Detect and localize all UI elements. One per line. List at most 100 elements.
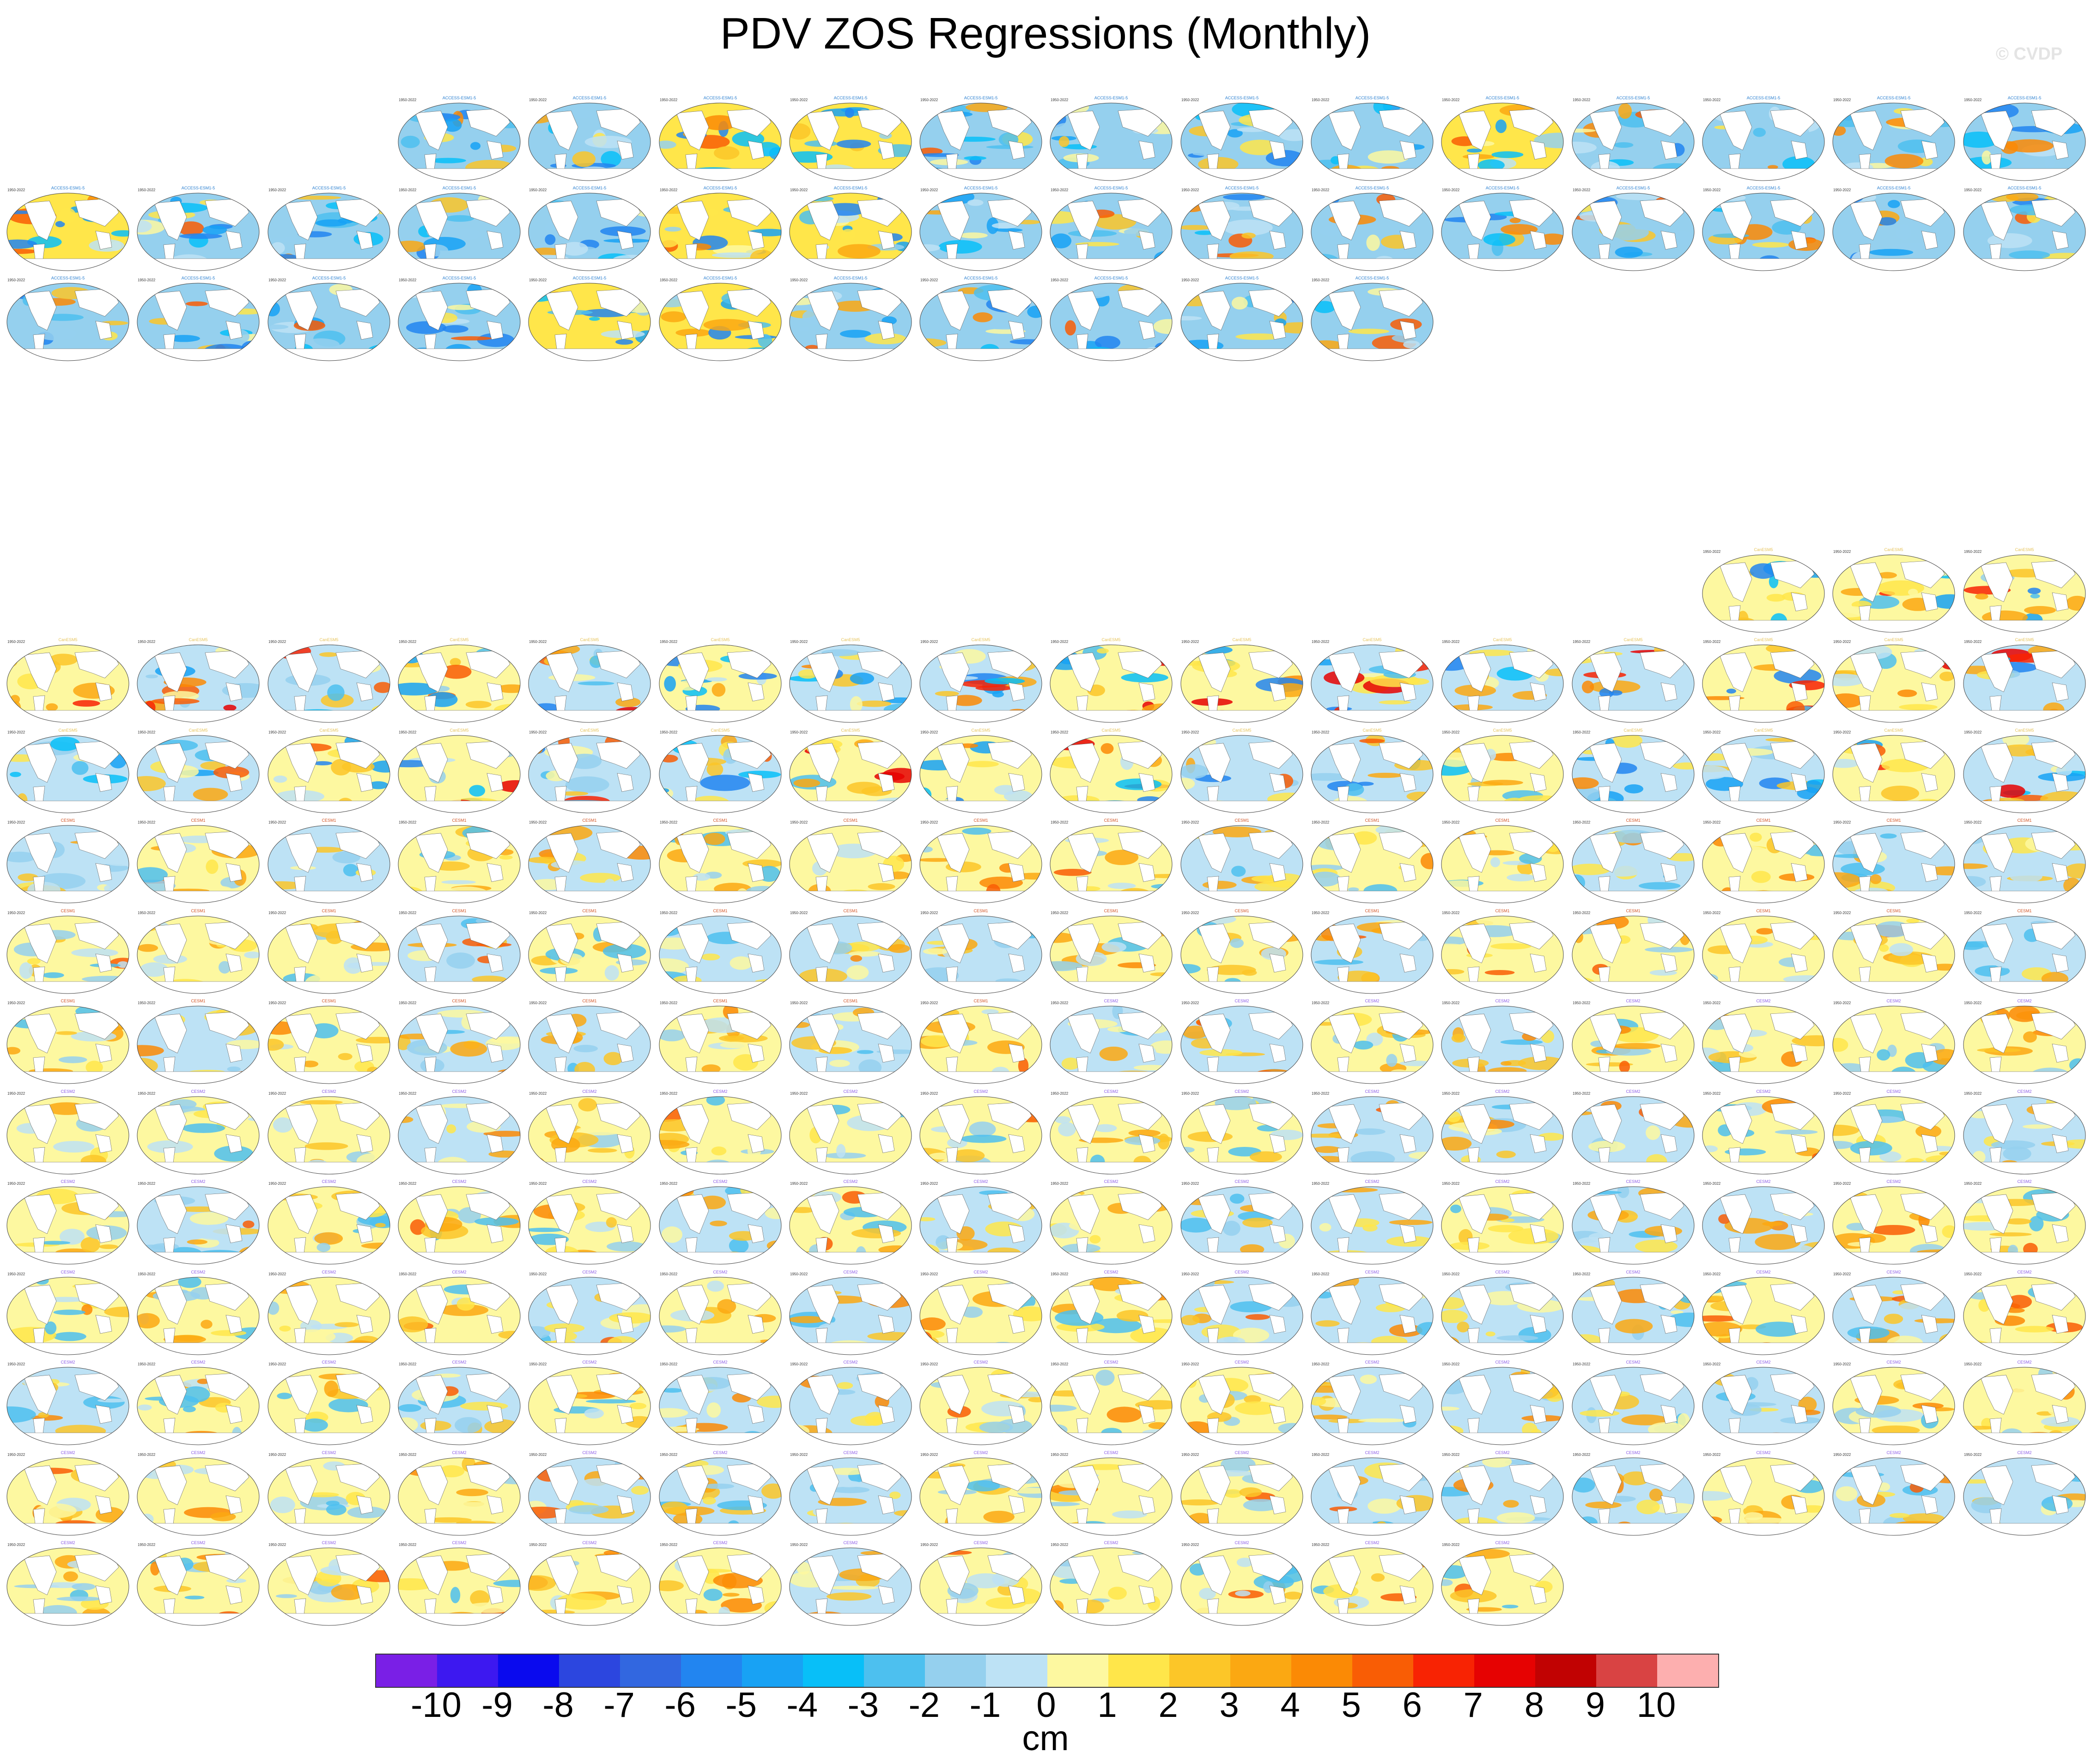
regression-map-panel: 1950-2022 CESM2	[788, 1088, 918, 1176]
panel-year-label: 1950-2022	[529, 1001, 547, 1005]
regression-map-panel: 1950-2022 ACCESS-ESM1-5	[136, 185, 266, 273]
panel-model-title: CESM2	[1887, 1450, 1901, 1455]
panel-year-label: 1950-2022	[7, 640, 25, 644]
regression-map-panel: 1950-2022 CESM1	[397, 908, 527, 995]
regression-map-panel: 1950-2022 CESM2	[527, 1178, 657, 1266]
panel-model-title: CESM2	[191, 1179, 206, 1184]
panel-model-title: CESM1	[452, 909, 466, 913]
panel-year-label: 1950-2022	[920, 1543, 938, 1547]
panel-year-label: 1950-2022	[790, 188, 808, 192]
regression-map-panel: 1950-2022 ACCESS-ESM1-5	[658, 185, 788, 273]
regression-map-panel: 1950-2022 CESM2	[788, 1178, 918, 1266]
panel-year-label: 1950-2022	[268, 640, 286, 644]
regression-map-panel: 1950-2022 CanESM5	[1440, 727, 1570, 815]
panel-year-label: 1950-2022	[268, 278, 286, 282]
panel-model-title: CESM1	[1495, 818, 1510, 823]
regression-map-panel: 1950-2022 CESM2	[1049, 1449, 1179, 1537]
panel-year-label: 1950-2022	[1964, 640, 1982, 644]
panel-year-label: 1950-2022	[1573, 640, 1591, 644]
panel-year-label: 1950-2022	[138, 1543, 156, 1547]
panel-model-title: ACCESS-ESM1-5	[1747, 186, 1781, 190]
panel-model-title: CESM2	[1495, 1089, 1510, 1094]
panel-model-title: CESM2	[61, 1270, 75, 1274]
panel-year-label: 1950-2022	[920, 278, 938, 282]
regression-map-panel: 1950-2022 CESM1	[1440, 908, 1570, 995]
panel-year-label: 1950-2022	[1181, 1272, 1199, 1276]
regression-map-panel: 1950-2022 CanESM5	[788, 727, 918, 815]
colorbar	[375, 1654, 1719, 1688]
colorbar-tick-label: 2	[1158, 1685, 1178, 1725]
colorbar-swatch	[803, 1655, 864, 1687]
panel-year-label: 1950-2022	[138, 1272, 156, 1276]
regression-map-panel: 1950-2022 CESM2	[918, 1540, 1049, 1627]
panel-year-label: 1950-2022	[1573, 911, 1591, 915]
regression-map-panel: 1950-2022 ACCESS-ESM1-5	[1049, 275, 1179, 363]
panel-year-label: 1950-2022	[920, 820, 938, 824]
colorbar-tick-label: -4	[786, 1685, 818, 1725]
panel-year-label: 1950-2022	[1181, 1543, 1199, 1547]
panel-year-label: 1950-2022	[1703, 1091, 1721, 1096]
panel-model-title: CESM2	[1365, 1089, 1379, 1094]
panel-model-title: CanESM5	[450, 728, 468, 733]
regression-map-panel: 1950-2022 ACCESS-ESM1-5	[1701, 185, 1831, 273]
panel-model-title: CESM1	[974, 818, 988, 823]
panel-year-label: 1950-2022	[1964, 550, 1982, 554]
panel-model-title: CESM2	[452, 1089, 466, 1094]
colorbar-tick-label: 8	[1524, 1685, 1544, 1725]
regression-map-panel: 1950-2022 CanESM5	[918, 636, 1049, 724]
panel-year-label: 1950-2022	[1051, 1272, 1069, 1276]
panel-year-label: 1950-2022	[790, 278, 808, 282]
panel-model-title: CanESM5	[58, 637, 77, 642]
regression-map-panel: 1950-2022 ACCESS-ESM1-5	[1049, 185, 1179, 273]
panel-grid: 1950-2022 ACCESS-ESM1-5 1950-2022 ACCESS-ES…	[6, 96, 2091, 1627]
regression-map-panel: 1950-2022 CESM1	[136, 817, 266, 905]
panel-year-label: 1950-2022	[268, 1182, 286, 1186]
regression-map-panel: 1950-2022 CESM2	[1831, 1088, 1962, 1176]
panel-model-title: ACCESS-ESM1-5	[703, 96, 737, 100]
panel-model-title: CanESM5	[450, 637, 468, 642]
colorbar-units: cm	[1022, 1719, 1069, 1758]
panel-year-label: 1950-2022	[1964, 1091, 1982, 1096]
panel-year-label: 1950-2022	[399, 730, 417, 734]
panel-model-title: CESM2	[322, 1360, 336, 1364]
regression-map-panel: 1950-2022 CESM1	[1179, 908, 1310, 995]
panel-model-title: CESM2	[322, 1450, 336, 1455]
regression-map-panel: 1950-2022 CESM2	[1831, 1178, 1962, 1266]
regression-map-panel: 1950-2022 ACCESS-ESM1-5	[1179, 185, 1310, 273]
panel-year-label: 1950-2022	[920, 1272, 938, 1276]
panel-year-label: 1950-2022	[399, 1001, 417, 1005]
panel-year-label: 1950-2022	[1312, 1453, 1330, 1457]
regression-map-panel: 1950-2022 CanESM5	[136, 636, 266, 724]
panel-model-title: ACCESS-ESM1-5	[1094, 96, 1128, 100]
figure-title: PDV ZOS Regressions (Monthly)	[720, 9, 1371, 58]
panel-model-title: CESM1	[452, 818, 466, 823]
panel-model-title: CESM2	[1626, 1450, 1640, 1455]
panel-year-label: 1950-2022	[660, 730, 678, 734]
panel-model-title: CESM2	[2017, 1270, 2031, 1274]
panel-year-label: 1950-2022	[1181, 1001, 1199, 1005]
panel-model-title: CESM2	[843, 1179, 857, 1184]
panel-year-label: 1950-2022	[660, 98, 678, 102]
regression-map-panel: 1950-2022 CESM2	[658, 1540, 788, 1627]
regression-map-panel: 1950-2022 CESM1	[136, 998, 266, 1085]
panel-model-title: CESM2	[452, 1540, 466, 1545]
panel-model-title: CESM2	[2017, 1179, 2031, 1184]
regression-map-panel: 1950-2022 CanESM5	[1440, 636, 1570, 724]
panel-model-title: CESM1	[843, 909, 857, 913]
panel-year-label: 1950-2022	[138, 278, 156, 282]
panel-model-title: CESM2	[1365, 1360, 1379, 1364]
panel-model-title: ACCESS-ESM1-5	[51, 186, 85, 190]
panel-year-label: 1950-2022	[1833, 820, 1851, 824]
panel-model-title: CESM2	[322, 1270, 336, 1274]
panel-model-title: CESM2	[974, 1179, 988, 1184]
regression-map-panel: 1950-2022 CESM2	[527, 1269, 657, 1357]
panel-year-label: 1950-2022	[1312, 1272, 1330, 1276]
panel-model-title: CESM2	[1365, 1179, 1379, 1184]
regression-map-panel: 1950-2022 ACCESS-ESM1-5	[397, 185, 527, 273]
panel-year-label: 1950-2022	[790, 1272, 808, 1276]
panel-year-label: 1950-2022	[660, 1182, 678, 1186]
regression-map-panel: 1950-2022 CESM2	[1962, 1449, 2091, 1537]
regression-map-panel: 1950-2022 CESM2	[267, 1269, 397, 1357]
regression-map-panel: 1950-2022 CESM2	[1701, 1269, 1831, 1357]
panel-year-label: 1950-2022	[399, 1543, 417, 1547]
